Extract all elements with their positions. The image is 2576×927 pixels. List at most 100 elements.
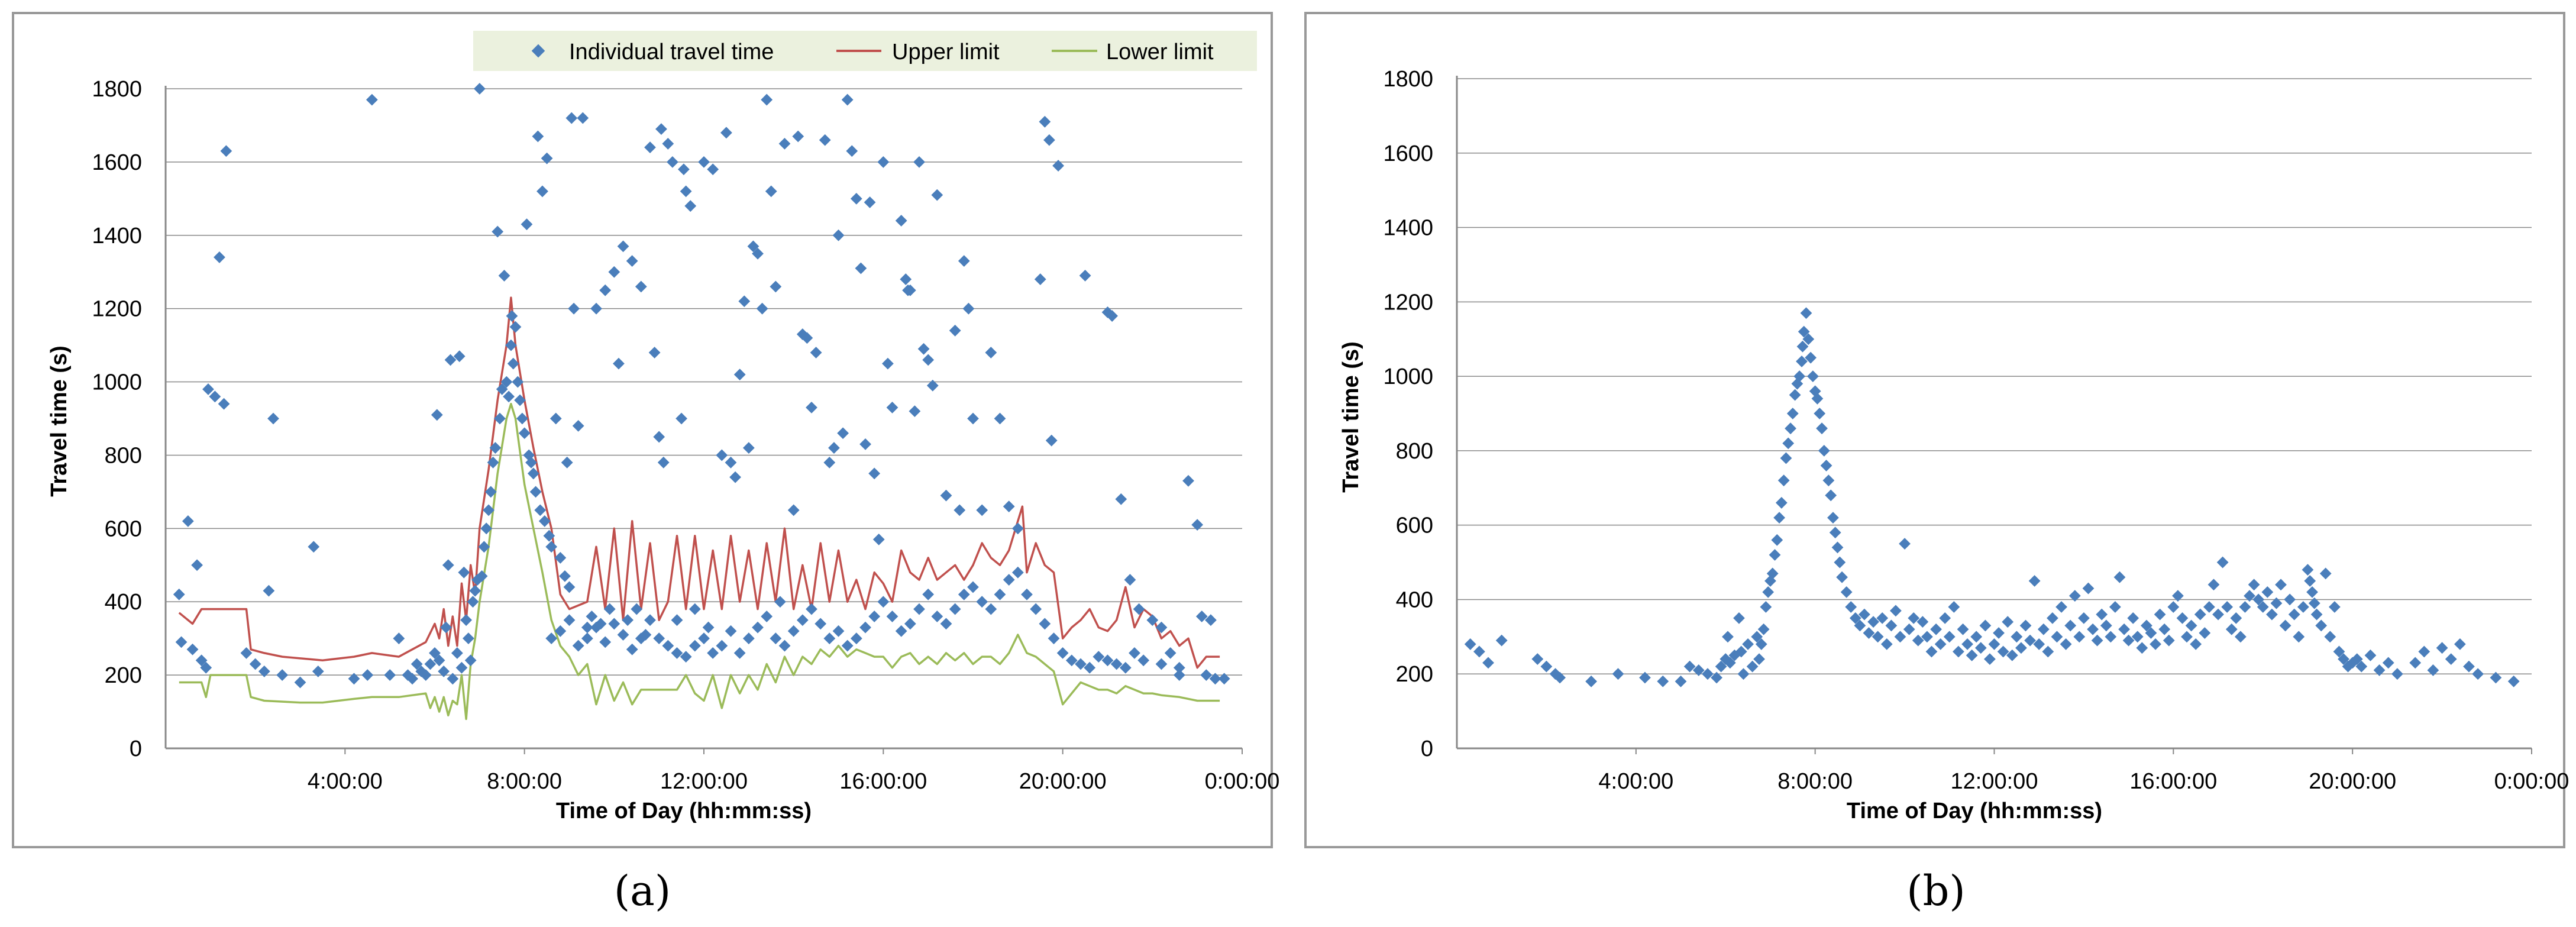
travel-time-point: [541, 152, 553, 164]
chart-a-x-axis-title: Time of Day (hh:mm:ss): [556, 799, 812, 823]
travel-time-point: [514, 394, 526, 406]
travel-time-point: [1093, 651, 1105, 663]
travel-time-point: [543, 529, 555, 542]
y-tick-label: 800: [105, 443, 142, 468]
travel-time-point: [1742, 638, 1754, 650]
chart-b-scatter-points: [1464, 307, 2520, 687]
travel-time-point: [1961, 638, 1973, 650]
x-tick-label: 0:00:00: [1205, 769, 1280, 794]
chart-a-x-tick-labels: 4:00:00 8:00:00 12:00:00 16:00:00 20:00:00 0:…: [308, 769, 1279, 794]
travel-time-point: [1934, 638, 1947, 650]
travel-time-point: [985, 347, 997, 358]
travel-time-point: [182, 515, 194, 527]
travel-time-point: [2288, 608, 2300, 621]
y-tick-label: 0: [1421, 737, 1433, 761]
chart-b-axes: [1456, 76, 2532, 754]
travel-time-point: [1711, 671, 1722, 684]
travel-time-point: [806, 603, 817, 615]
panel-label-a: (a): [614, 867, 671, 915]
travel-time-point: [200, 661, 212, 674]
travel-time-point: [2167, 601, 2180, 613]
upper-limit-line: [178, 296, 1220, 669]
travel-time-point: [1585, 675, 1598, 687]
travel-time-point: [442, 559, 454, 571]
travel-time-point: [1979, 619, 1992, 632]
travel-time-point: [1771, 534, 1783, 546]
y-tick-label: 800: [1396, 439, 1433, 464]
travel-time-point: [2127, 612, 2139, 624]
chart-b-grid: [1457, 78, 2532, 674]
travel-time-point: [563, 581, 576, 593]
travel-time-point: [1733, 612, 1745, 624]
travel-time-point: [1755, 638, 1767, 650]
travel-time-point: [2248, 579, 2260, 591]
travel-time-point: [1722, 631, 1734, 643]
travel-time-point: [1683, 660, 1696, 673]
travel-time-point: [563, 614, 576, 626]
travel-time-point: [1908, 612, 1920, 624]
travel-time-point: [467, 596, 479, 608]
travel-time-point: [657, 456, 670, 469]
travel-time-point: [2194, 608, 2206, 621]
x-tick-label: 12:00:00: [660, 769, 748, 794]
y-tick-label: 1400: [92, 224, 142, 248]
travel-time-point: [500, 376, 513, 388]
travel-time-point: [2028, 575, 2041, 587]
travel-time-point: [922, 354, 935, 366]
travel-time-point: [2190, 638, 2202, 650]
legend-label-individual: Individual travel time: [569, 40, 774, 64]
chart-a-scatter-points: [173, 83, 1230, 689]
travel-time-point: [1011, 522, 1024, 535]
travel-time-point: [2082, 582, 2095, 595]
travel-time-point: [872, 533, 885, 545]
travel-time-point: [2064, 619, 2077, 632]
y-tick-label: 1800: [92, 77, 142, 102]
travel-time-point: [478, 541, 490, 553]
travel-time-point: [2051, 631, 2063, 643]
travel-time-point: [707, 647, 719, 659]
travel-time-point: [2472, 668, 2484, 680]
travel-time-point: [1746, 660, 1759, 673]
travel-time-point: [994, 412, 1006, 425]
travel-time-point: [2024, 634, 2036, 647]
travel-time-point: [599, 636, 612, 648]
travel-time-point: [648, 347, 661, 358]
travel-time-point: [249, 658, 261, 670]
travel-time-point: [940, 618, 952, 630]
travel-time-point: [631, 603, 643, 615]
legend-label-upper: Upper limit: [892, 40, 1000, 64]
travel-time-point: [1137, 654, 1150, 667]
travel-time-point: [1554, 671, 1566, 684]
travel-time-point: [312, 666, 324, 677]
travel-time-point: [2310, 608, 2323, 621]
travel-time-point: [581, 632, 593, 645]
travel-time-point: [1943, 631, 1956, 643]
travel-time-point: [480, 522, 493, 535]
chart-a: 0 200 400 600 800 1000 1200 1400 1600 1800 4:00:0…: [47, 31, 1279, 823]
travel-time-point: [1715, 660, 1727, 673]
travel-time-point: [913, 603, 925, 615]
travel-time-point: [958, 588, 970, 600]
travel-time-point: [453, 350, 466, 363]
travel-time-point: [1762, 586, 1775, 598]
travel-time-point: [2019, 619, 2032, 632]
travel-time-point: [720, 127, 732, 139]
travel-time-point: [1811, 392, 1824, 405]
travel-time-point: [2087, 623, 2099, 635]
x-tick-label: 16:00:00: [839, 769, 927, 794]
travel-time-point: [191, 559, 203, 571]
travel-time-point: [393, 632, 405, 645]
travel-time-point: [2145, 627, 2157, 639]
travel-time-point: [581, 621, 593, 634]
travel-time-point: [1876, 612, 1889, 624]
travel-time-point: [742, 442, 755, 454]
travel-time-point: [1200, 669, 1213, 681]
y-tick-label: 1800: [1383, 67, 1433, 92]
y-tick-label: 400: [105, 590, 142, 615]
travel-time-point: [496, 383, 508, 395]
travel-time-point: [1785, 422, 1796, 435]
travel-time-point: [733, 647, 746, 659]
travel-time-point: [1818, 444, 1830, 457]
travel-time-point: [1786, 408, 1799, 419]
